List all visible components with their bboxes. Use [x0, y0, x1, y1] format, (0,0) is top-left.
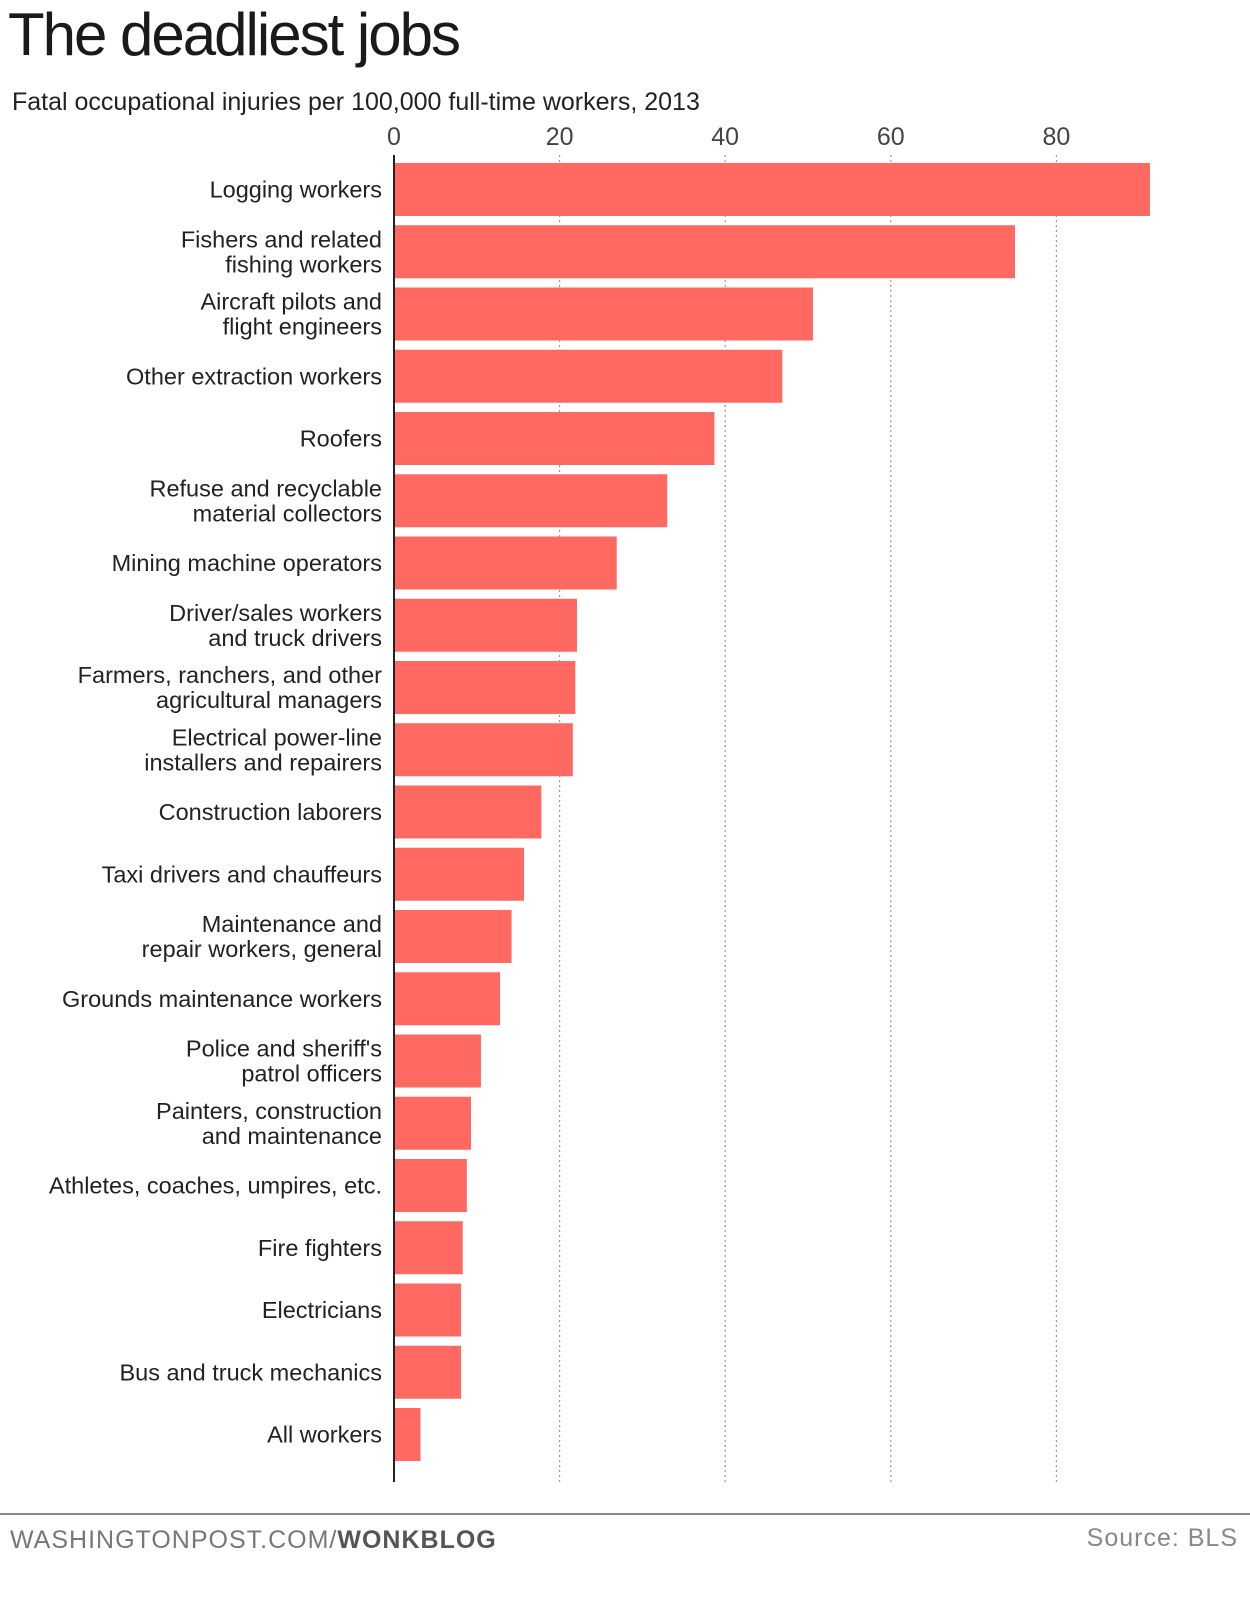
x-tick-label: 60 [877, 123, 905, 151]
bar [394, 723, 573, 777]
x-tick-label: 80 [1042, 123, 1070, 151]
x-tick-label: 40 [711, 123, 739, 151]
x-tick-label: 0 [387, 123, 401, 151]
bar [394, 598, 577, 652]
bar [394, 1159, 467, 1212]
bar [394, 412, 715, 465]
category-label: Logging workers [210, 177, 382, 203]
category-label: Farmers, ranchers, and other agricultural… [78, 662, 382, 713]
category-label: Electrical power-line installers and repa… [144, 724, 382, 775]
bar [394, 661, 576, 714]
category-label: Mining machine operators [112, 550, 382, 576]
bar [394, 1096, 472, 1150]
category-label: Athletes, coaches, umpires, etc. [49, 1173, 382, 1199]
category-label: Police and sheriff's patrol officers [186, 1036, 382, 1087]
bar [394, 1034, 481, 1088]
category-label: Painters, construction and maintenance [156, 1098, 382, 1149]
footer-credit: WASHINGTONPOST.COM/WONKBLOG [10, 1526, 497, 1555]
footer-site: WASHINGTONPOST.COM/ [10, 1526, 338, 1554]
bar [394, 847, 524, 901]
bar [394, 1221, 463, 1275]
category-label: Construction laborers [159, 799, 382, 825]
bar-chart: 0 20 40 60 80 Logging workers Fishers and rela… [49, 123, 1150, 1485]
bar [394, 536, 617, 590]
footer-source: Source: BLS [1086, 1524, 1238, 1552]
category-label: Other extraction workers [126, 363, 382, 389]
chart-subtitle: Fatal occupational injuries per 100,000 … [12, 88, 700, 116]
x-tick-label: 20 [546, 123, 574, 151]
bar [394, 910, 512, 963]
category-label: Bus and truck mechanics [119, 1359, 382, 1385]
category-label: Refuse and recyclable material collectors [149, 475, 382, 526]
footer-section[interactable]: WONKBLOG [337, 1526, 497, 1554]
bar [394, 1408, 421, 1461]
bar [394, 163, 1150, 216]
bar [394, 225, 1015, 279]
footer-divider [0, 1513, 1250, 1515]
bar [394, 349, 783, 403]
bar [394, 474, 668, 528]
category-label: Electricians [262, 1297, 382, 1323]
bar [394, 785, 542, 839]
bar [394, 972, 500, 1026]
category-label: Fire fighters [258, 1235, 382, 1261]
category-label: Grounds maintenance workers [62, 986, 382, 1012]
category-label: Aircraft pilots and flight engineers [200, 289, 382, 340]
category-label: Taxi drivers and chauffeurs [102, 861, 382, 887]
bar [394, 1283, 462, 1337]
category-label: Maintenance and repair workers, general [142, 911, 382, 962]
bar [394, 287, 813, 341]
chart-title: The deadliest jobs [8, 1, 461, 68]
category-label: Roofers [300, 426, 382, 452]
category-label: All workers [267, 1422, 382, 1448]
bar [394, 1345, 462, 1399]
category-label: Driver/sales workers and truck drivers [169, 600, 382, 651]
category-label: Fishers and related fishing workers [181, 226, 382, 277]
